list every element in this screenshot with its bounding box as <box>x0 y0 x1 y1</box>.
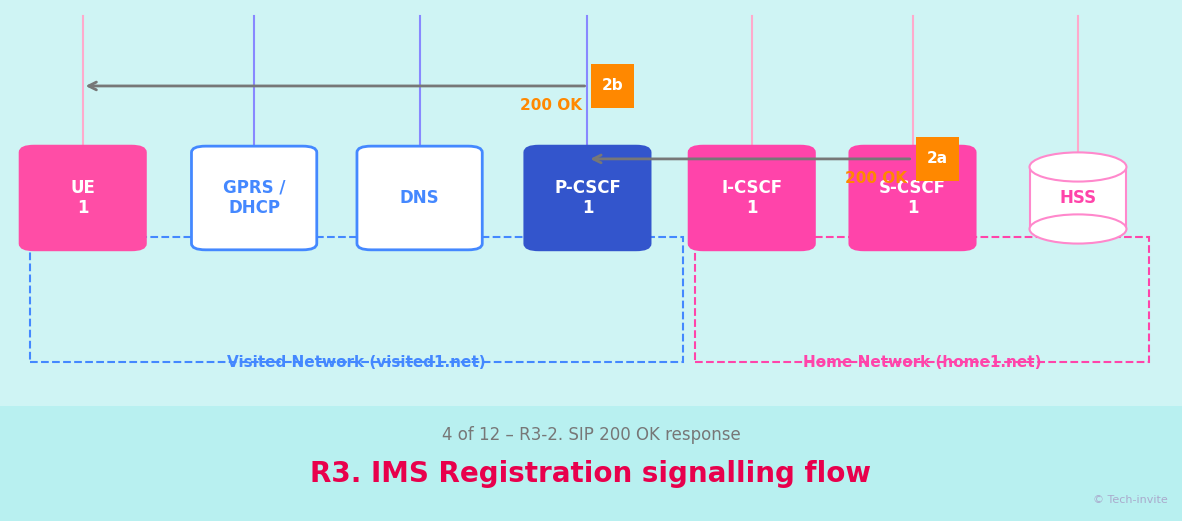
Text: P-CSCF
1: P-CSCF 1 <box>554 179 621 217</box>
Text: R3. IMS Registration signalling flow: R3. IMS Registration signalling flow <box>311 460 871 488</box>
Text: I-CSCF
1: I-CSCF 1 <box>721 179 782 217</box>
Bar <box>591 64 634 108</box>
FancyBboxPatch shape <box>191 146 317 250</box>
FancyBboxPatch shape <box>689 146 814 250</box>
Ellipse shape <box>1030 152 1126 182</box>
Text: UE
1: UE 1 <box>70 179 96 217</box>
Text: DNS: DNS <box>400 189 440 207</box>
FancyBboxPatch shape <box>850 146 975 250</box>
Text: S-CSCF
1: S-CSCF 1 <box>879 179 946 217</box>
Text: Home Network (home1.net): Home Network (home1.net) <box>803 355 1041 370</box>
Text: 2a: 2a <box>927 152 948 166</box>
Text: HSS: HSS <box>1059 189 1097 207</box>
Text: GPRS /
DHCP: GPRS / DHCP <box>223 179 285 217</box>
FancyBboxPatch shape <box>20 146 145 250</box>
Text: © Tech-invite: © Tech-invite <box>1093 495 1168 505</box>
Ellipse shape <box>1030 215 1126 244</box>
Bar <box>30 237 683 362</box>
Bar <box>916 137 959 181</box>
Text: 200 OK: 200 OK <box>845 171 907 186</box>
FancyBboxPatch shape <box>525 146 650 250</box>
Bar <box>695 237 1149 362</box>
FancyBboxPatch shape <box>357 146 482 250</box>
Text: 200 OK: 200 OK <box>520 98 582 113</box>
Text: 2b: 2b <box>602 79 623 93</box>
Bar <box>0 406 1182 521</box>
Bar <box>1030 167 1126 229</box>
Text: Visited Network (visited1.net): Visited Network (visited1.net) <box>227 355 486 370</box>
Text: 4 of 12 – R3-2. SIP 200 OK response: 4 of 12 – R3-2. SIP 200 OK response <box>442 426 740 444</box>
